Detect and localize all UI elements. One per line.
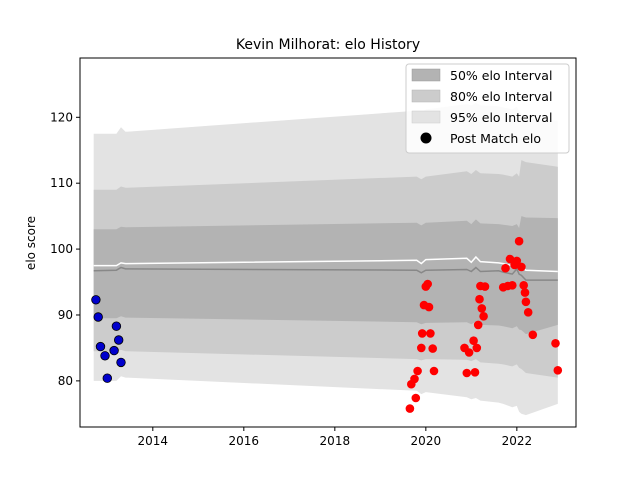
recent-match-point-25 — [480, 282, 490, 291]
x-tick-label-2022: 2022 — [502, 434, 533, 448]
early-match-point-3 — [100, 351, 110, 361]
recent-match-point-40 — [551, 339, 560, 348]
recent-match-point-36 — [520, 288, 530, 297]
y-tick-label-120: 120 — [50, 110, 73, 124]
y-tick-label-90: 90 — [58, 308, 73, 322]
x-tick-label-2014: 2014 — [138, 434, 169, 448]
x-tick-label-2016: 2016 — [229, 434, 260, 448]
early-match-point-7 — [113, 335, 124, 345]
legend-swatch-95 — [411, 110, 441, 124]
legend-label-50: 50% elo Interval — [450, 68, 552, 83]
recent-match-point-0 — [405, 404, 415, 413]
chart-title: Kevin Milhorat: elo History — [236, 37, 420, 53]
recent-match-point-27 — [501, 263, 510, 273]
recent-match-point-39 — [528, 330, 538, 340]
axes-frame — [79, 57, 577, 428]
legend-marker-post-match — [420, 132, 432, 144]
early-match-point-0 — [91, 295, 101, 305]
recent-match-point-41 — [553, 366, 563, 375]
legend-label-80: 80% elo Interval — [450, 89, 552, 104]
interval-band-50 — [93, 216, 558, 335]
recent-match-point-23 — [477, 304, 487, 313]
y-axis: 80 90 100 110 120 — [50, 110, 80, 388]
recent-match-point-17 — [469, 336, 478, 346]
recent-match-point-3 — [411, 393, 421, 403]
y-tick-label-100: 100 — [50, 242, 73, 256]
recent-match-point-2 — [410, 374, 419, 384]
recent-match-point-12 — [428, 344, 438, 353]
legend-swatch-80 — [411, 89, 441, 103]
legend-label-95: 95% elo Interval — [450, 110, 552, 125]
legend-frame — [405, 63, 570, 154]
recent-match-point-21 — [475, 294, 484, 304]
recent-match-point-6 — [417, 329, 427, 338]
legend-swatch-50 — [411, 68, 441, 82]
recent-match-point-30 — [508, 281, 517, 290]
recent-match-point-29 — [505, 254, 515, 264]
recent-match-point-24 — [479, 312, 488, 321]
recent-match-point-38 — [523, 308, 533, 317]
legend: 50% elo Interval 80% elo Interval 95% el… — [405, 63, 570, 154]
recent-match-point-5 — [417, 343, 426, 353]
y-tick-label-110: 110 — [50, 176, 73, 190]
y-tick-label-80: 80 — [58, 374, 73, 388]
recent-match-point-11 — [426, 329, 435, 338]
median-elo-line — [93, 266, 558, 281]
recent-match-point-34 — [517, 262, 526, 272]
early-match-point-5 — [109, 345, 119, 356]
recent-match-point-32 — [512, 256, 522, 266]
plot-area — [91, 102, 563, 416]
recent-match-point-13 — [429, 366, 439, 376]
recent-match-point-20 — [473, 320, 483, 330]
x-tick-label-2018: 2018 — [320, 434, 351, 448]
x-tick-label-2020: 2020 — [411, 434, 442, 448]
early-match-point-1 — [93, 312, 103, 322]
x-axis: 2014 2016 2018 2020 2022 — [138, 427, 533, 448]
early-match-point-4 — [102, 373, 113, 383]
early-match-point-8 — [116, 357, 126, 368]
recent-match-point-35 — [519, 281, 528, 290]
legend-label-post-match: Post Match elo — [450, 131, 541, 146]
y-axis-label: elo score — [24, 216, 38, 270]
recent-match-point-16 — [464, 348, 474, 357]
recent-match-point-37 — [521, 297, 531, 307]
recent-match-point-33 — [514, 236, 524, 246]
recent-match-point-4 — [413, 366, 422, 376]
recent-match-point-10 — [424, 302, 434, 312]
early-match-point-2 — [95, 341, 106, 352]
recent-match-point-18 — [470, 368, 480, 377]
early-match-point-6 — [111, 321, 122, 331]
recent-match-point-15 — [462, 368, 472, 378]
recent-match-point-9 — [423, 279, 433, 289]
recent-match-point-19 — [472, 343, 482, 353]
